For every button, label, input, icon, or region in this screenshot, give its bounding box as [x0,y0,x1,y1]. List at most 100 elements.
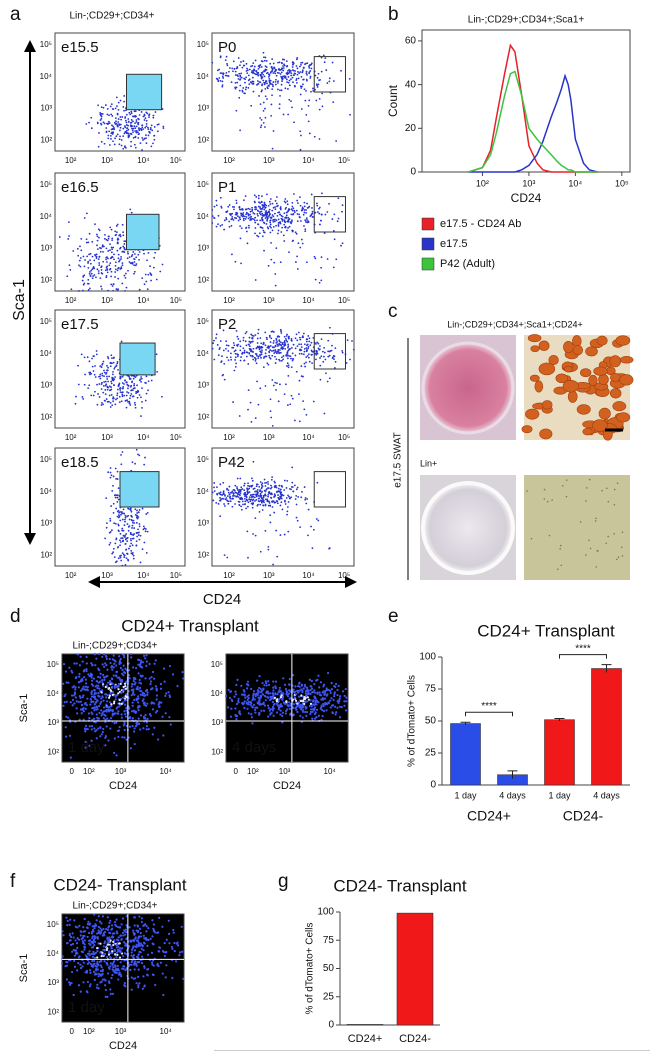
event-dot [93,355,95,357]
event-dot [132,127,135,130]
event-dot [136,384,138,387]
event-dot [135,697,138,700]
event-dot [213,205,216,208]
event-dot [260,65,263,68]
event-dot [82,283,85,286]
event-dot [118,702,121,705]
event-dot [136,924,139,927]
event-dot [92,370,95,372]
event-dot [105,526,108,529]
event-dot [111,552,114,555]
event-dot [221,84,224,87]
event-dot [167,691,170,694]
event-dot [146,702,149,705]
event-dot [226,556,229,559]
event-dot [71,686,74,689]
event-dot [85,669,88,673]
event-dot [248,352,251,354]
event-dot [134,130,137,132]
event-dot [82,926,85,929]
event-dot [322,685,325,688]
event-dot [118,946,122,950]
event-dot [104,269,107,272]
event-dot [269,219,272,222]
event-dot [333,367,336,369]
event-dot [260,201,263,204]
event-dot [137,511,140,514]
event-dot [135,544,138,547]
event-dot [123,556,126,558]
event-dot [131,254,134,256]
event-dot [283,64,286,67]
event-dot [109,249,111,252]
event-dot [172,928,175,932]
event-dot [145,142,148,145]
event-dot [142,975,145,978]
event-dot [74,696,78,699]
event-dot [151,687,154,690]
event-dot [231,505,234,508]
event-dot [240,488,243,491]
cell [619,374,634,386]
event-dot [133,916,136,919]
label: 10⁴ [324,767,337,776]
event-dot [289,403,292,406]
event-dot [93,935,96,938]
event-dot [261,482,264,485]
label: 20 [405,123,417,134]
event-dot [265,684,268,687]
event-dot [152,677,156,680]
event-dot [145,280,148,283]
event-dot [61,955,64,958]
event-dot [133,387,136,389]
event-dot [255,498,258,501]
event-dot [129,968,132,972]
event-dot [343,700,346,703]
event-dot [327,355,330,358]
event-dot [270,337,273,340]
event-dot [233,695,236,698]
cell [555,373,569,384]
event-dot [146,974,149,977]
event-dot [321,691,324,694]
event-dot [315,353,318,356]
event-dot [143,463,146,466]
event-dot [119,519,122,522]
event-dot [283,63,285,66]
event-dot [323,693,326,696]
event-dot [328,202,330,205]
event-dot [150,676,153,679]
event-dot [246,505,249,508]
event-dot [125,724,128,727]
event-dot [133,924,136,927]
event-dot [138,531,140,534]
event-dot [132,709,135,712]
event-dot [265,68,268,71]
event-dot [244,81,246,84]
event-dot [115,943,118,947]
label: 10³ [101,156,113,165]
event-dot [135,929,138,932]
event-dot [89,969,92,972]
cell [562,379,579,393]
event-dot [285,487,288,489]
event-dot [279,94,281,97]
event-dot [97,915,100,918]
event-dot [81,950,85,954]
event-dot [319,78,321,81]
event-dot [103,369,105,372]
event-dot [128,547,130,550]
label: 10⁵ [47,660,59,669]
event-dot [253,65,256,68]
event-dot [131,544,134,547]
event-dot [114,117,117,120]
event-dot [102,945,105,948]
event-dot [259,687,262,691]
event-dot [234,352,237,355]
event-dot [269,79,272,82]
event-dot [252,493,254,496]
event-dot [309,70,312,72]
event-dot [291,219,293,222]
event-dot [165,938,168,941]
event-dot [269,198,272,200]
